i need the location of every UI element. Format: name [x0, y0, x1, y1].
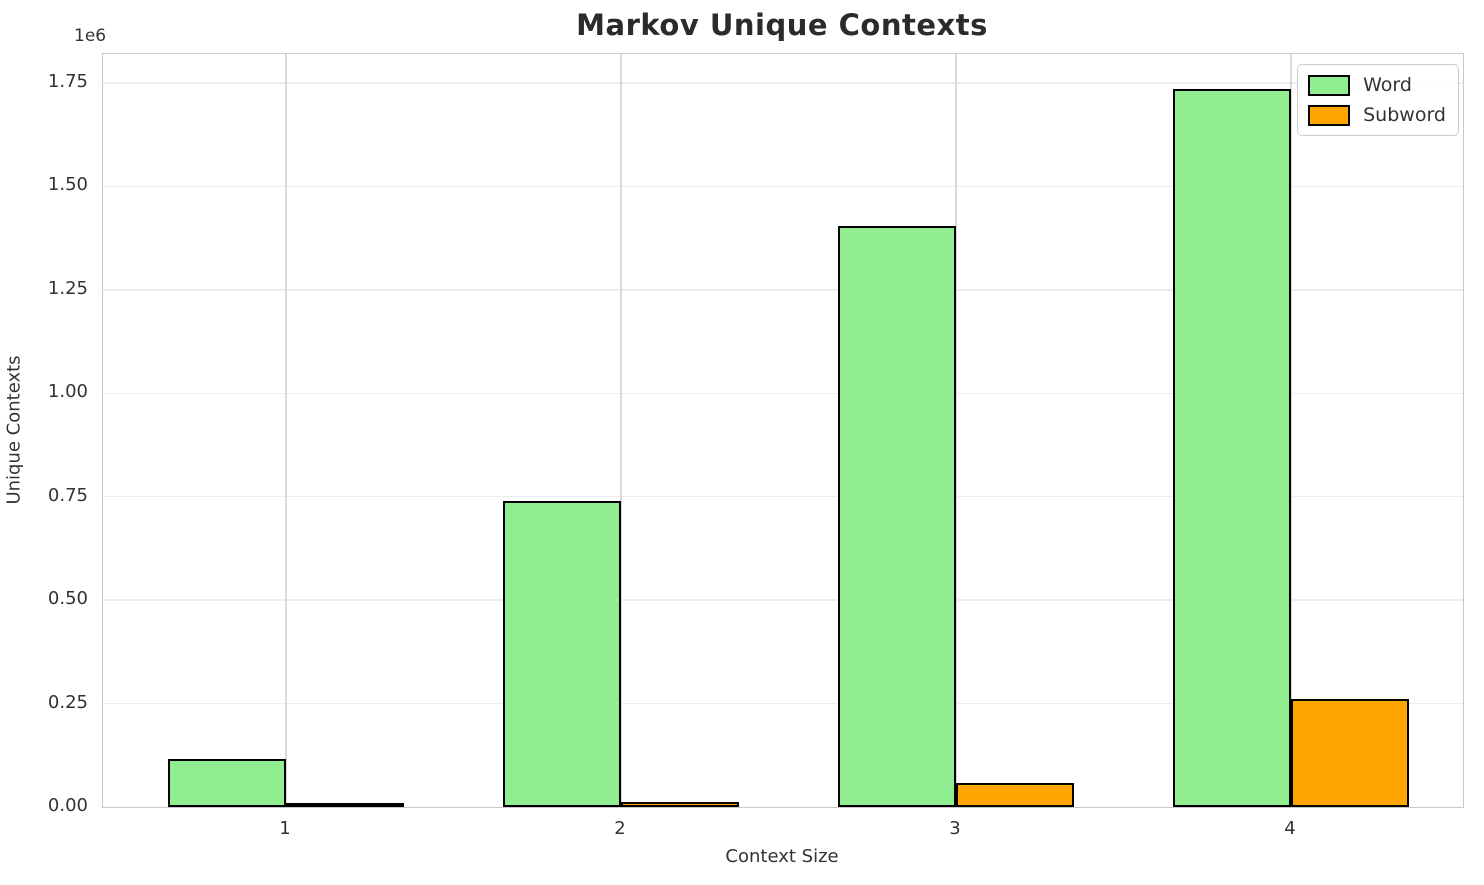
h-gridline — [103, 702, 1463, 705]
x-tick-label: 4 — [1284, 818, 1296, 839]
y-tick-label: 0.00 — [47, 795, 88, 816]
bar-word-3 — [837, 225, 956, 807]
y-tick-label: 1.25 — [47, 277, 88, 299]
legend-item-subword: Subword — [1308, 104, 1446, 126]
legend-item-word: Word — [1308, 74, 1446, 96]
x-tick-label: 2 — [614, 818, 626, 839]
bar-word-1 — [168, 759, 286, 807]
h-gridline — [103, 289, 1463, 291]
y-tick-label: 1.75 — [47, 70, 88, 92]
y-tick-label: 0.75 — [47, 484, 88, 506]
legend-label-word: Word — [1363, 74, 1412, 96]
x-tick-label: 1 — [279, 818, 291, 839]
h-gridline — [103, 185, 1463, 188]
chart-title: Markov Unique Contexts — [576, 8, 988, 42]
v-gridline — [285, 54, 287, 807]
bar-subword-4 — [1290, 699, 1409, 807]
word-swatch-icon — [1308, 74, 1351, 96]
bar-subword-1 — [286, 803, 404, 807]
bar-word-4 — [1172, 89, 1291, 807]
h-gridline — [103, 495, 1463, 498]
y-tick-label: 1.00 — [47, 381, 88, 403]
y-tick-label: 0.25 — [47, 691, 88, 713]
x-axis-label: Context Size — [725, 846, 839, 867]
y-tick-label: 1.50 — [47, 174, 88, 196]
y-tick-label: 0.50 — [47, 588, 88, 610]
v-gridline — [620, 54, 622, 807]
h-gridline — [103, 392, 1463, 394]
plot-area — [102, 53, 1464, 808]
h-gridline — [103, 599, 1463, 601]
legend-label-subword: Subword — [1363, 104, 1446, 126]
y-axis-label: Unique Contexts — [3, 355, 25, 505]
h-gridline — [103, 82, 1463, 84]
legend: Word Subword — [1297, 64, 1459, 136]
bar-subword-3 — [955, 783, 1074, 807]
y-axis-offset-label: 1e6 — [74, 26, 107, 46]
subword-swatch-icon — [1308, 104, 1351, 126]
x-tick-label: 3 — [949, 818, 961, 839]
bar-subword-2 — [620, 802, 739, 807]
bar-word-2 — [502, 500, 621, 807]
